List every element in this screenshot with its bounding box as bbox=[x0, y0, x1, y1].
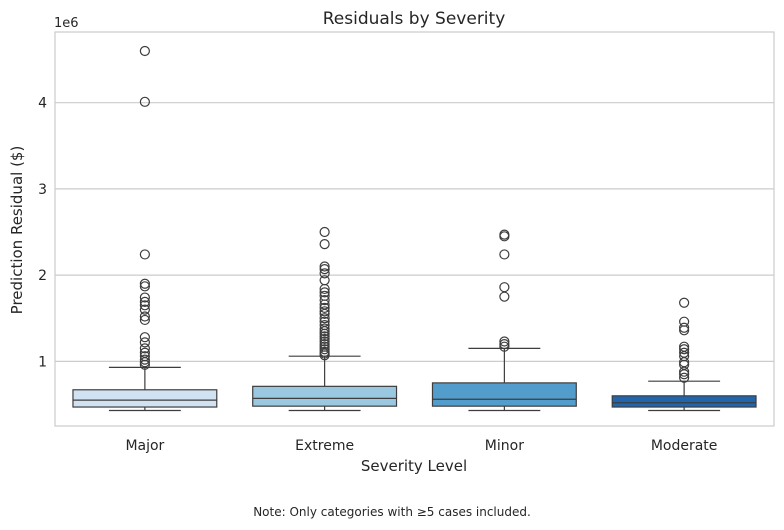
x-tick-label: Minor bbox=[485, 438, 524, 454]
outlier-point bbox=[139, 304, 150, 315]
outlier-point bbox=[319, 331, 330, 342]
outlier-point bbox=[139, 354, 150, 365]
iqr-box bbox=[252, 385, 398, 407]
y-offset-label: 1e6 bbox=[54, 16, 79, 31]
outlier-point bbox=[319, 306, 330, 317]
outlier-point bbox=[139, 332, 150, 343]
box-extreme bbox=[252, 226, 398, 412]
outlier-point bbox=[139, 300, 150, 311]
grid-lines bbox=[55, 102, 774, 362]
box-minor bbox=[431, 229, 577, 412]
outlier-point bbox=[679, 325, 690, 336]
outlier-point bbox=[319, 308, 330, 320]
outlier-point bbox=[139, 278, 150, 289]
outlier-point bbox=[139, 311, 150, 322]
outlier-point bbox=[139, 359, 150, 370]
outlier-point bbox=[319, 275, 330, 286]
box-major bbox=[72, 45, 218, 412]
outlier-point bbox=[139, 281, 150, 292]
outlier-point bbox=[319, 333, 330, 345]
y-tick-label: 3 bbox=[38, 182, 47, 198]
x-tick-label: Moderate bbox=[651, 438, 718, 454]
iqr-box bbox=[611, 395, 757, 408]
y-tick-label: 1 bbox=[38, 354, 47, 370]
outlier-point bbox=[319, 302, 330, 313]
outlier-point bbox=[139, 296, 150, 307]
x-tick-label: Extreme bbox=[295, 438, 354, 454]
outlier-point bbox=[319, 336, 330, 347]
y-tick-label: 2 bbox=[38, 268, 47, 284]
outlier-point bbox=[319, 326, 330, 337]
outlier-point bbox=[679, 372, 690, 383]
outlier-point bbox=[139, 45, 150, 57]
outlier-point bbox=[679, 369, 690, 380]
outlier-point bbox=[319, 328, 330, 339]
outlier-point bbox=[139, 249, 150, 260]
outlier-point bbox=[499, 338, 510, 350]
outlier-point bbox=[139, 96, 150, 107]
outlier-point bbox=[139, 292, 150, 303]
outlier-point bbox=[499, 291, 510, 302]
outlier-point bbox=[319, 263, 330, 275]
outlier-point bbox=[499, 231, 510, 242]
outlier-point bbox=[319, 323, 330, 334]
box-moderate bbox=[611, 297, 757, 412]
outlier-point bbox=[319, 226, 330, 238]
x-axis-label: Severity Level bbox=[361, 457, 467, 475]
outlier-point bbox=[679, 366, 690, 377]
iqr-box bbox=[72, 389, 218, 408]
outlier-point bbox=[679, 344, 690, 355]
outlier-point bbox=[319, 238, 330, 250]
outlier-point bbox=[319, 283, 330, 295]
outlier-point bbox=[679, 322, 690, 333]
outlier-point bbox=[139, 357, 150, 368]
outlier-point bbox=[319, 261, 330, 272]
outlier-point bbox=[319, 268, 330, 279]
outlier-point bbox=[139, 343, 150, 354]
footnote: Note: Only categories with ≥5 cases incl… bbox=[253, 505, 531, 519]
box-series bbox=[72, 45, 757, 412]
outlier-point bbox=[319, 344, 330, 355]
iqr-box bbox=[431, 382, 577, 407]
outlier-point bbox=[319, 295, 330, 306]
outlier-point bbox=[319, 287, 330, 298]
outlier-point bbox=[679, 297, 690, 308]
plot-frame bbox=[54, 31, 775, 427]
outlier-point bbox=[139, 337, 150, 348]
outlier-point bbox=[499, 282, 510, 293]
x-tick-label: Major bbox=[125, 438, 164, 454]
outlier-point bbox=[499, 249, 510, 260]
outlier-point bbox=[139, 314, 150, 326]
chart-title: Residuals by Severity bbox=[323, 9, 506, 29]
outlier-point bbox=[499, 336, 510, 347]
y-axis-label: Prediction Residual ($) bbox=[8, 146, 26, 315]
outlier-point bbox=[499, 341, 510, 352]
outlier-point bbox=[319, 350, 330, 361]
y-tick-label: 4 bbox=[38, 96, 47, 112]
box-plot-chart: 1 2 3 4 Major Extreme Minor Moderate Residuals … bbox=[8, 9, 775, 475]
outlier-point bbox=[319, 313, 330, 324]
axes: 1 2 3 4 Major Extreme Minor Moderate bbox=[38, 96, 717, 454]
